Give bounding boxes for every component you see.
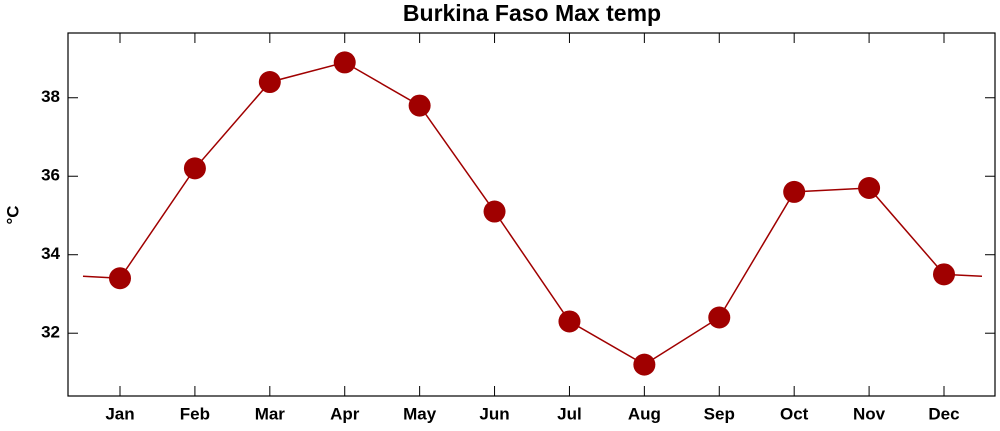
chart-title: Burkina Faso Max temp: [403, 0, 661, 26]
y-tick-label: 38: [41, 87, 60, 106]
data-point: [708, 306, 731, 329]
data-point: [483, 200, 506, 223]
data-point: [558, 310, 581, 333]
x-tick-label: Oct: [780, 404, 809, 423]
data-point: [258, 71, 281, 94]
plot-frame: [67, 32, 996, 397]
data-point: [109, 267, 131, 290]
x-tick-label: Jan: [105, 404, 134, 423]
x-tick-label: May: [403, 404, 437, 423]
x-tick-label: Sep: [704, 404, 735, 423]
data-line: [119, 61, 945, 366]
x-tick-label: Apr: [330, 404, 360, 423]
x-tick-label: Jun: [479, 404, 509, 423]
y-axis-label: °C: [3, 205, 22, 224]
y-tick-label: 32: [41, 323, 60, 342]
y-tick-label: 34: [41, 244, 60, 263]
x-tick-label: Aug: [628, 404, 661, 423]
data-point: [333, 51, 356, 74]
y-tick-label: 36: [41, 166, 60, 185]
data-point: [783, 180, 806, 203]
x-tick-label: Nov: [853, 404, 886, 423]
x-tick-label: Jul: [557, 404, 582, 423]
x-tick-label: Dec: [928, 404, 959, 423]
data-point: [183, 157, 206, 180]
data-point: [858, 177, 881, 200]
x-tick-label: Feb: [180, 404, 210, 423]
data-point: [408, 94, 431, 117]
data-point: [933, 263, 955, 286]
data-point: [633, 353, 656, 376]
x-tick-label: Mar: [255, 404, 286, 423]
